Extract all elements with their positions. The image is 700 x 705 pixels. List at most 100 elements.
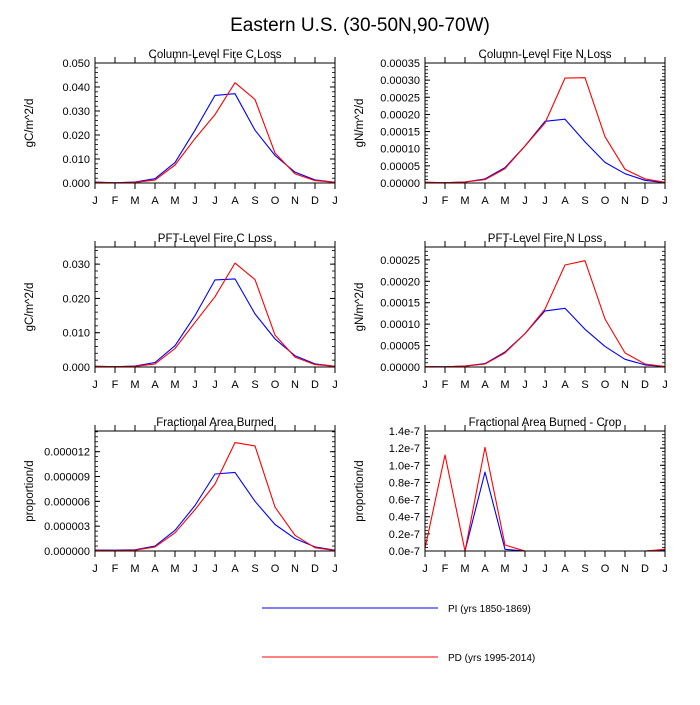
plot-frame	[94, 246, 336, 368]
chart-panel-3: PFT-Level Fire C Loss gC/m^2/d 0.000 0.010 0…	[24, 233, 338, 391]
plot-frame	[94, 62, 336, 184]
series-line-pi	[424, 118, 666, 184]
x-tick-label: M	[460, 379, 469, 391]
x-tick-label: J	[332, 563, 338, 575]
x-tick-label: D	[641, 563, 649, 575]
y-tick-label: 0.040	[62, 82, 90, 94]
x-tick-label: S	[581, 563, 588, 575]
x-tick-label: J	[192, 379, 198, 391]
x-tick-label: O	[271, 195, 280, 207]
y-tick-label: 0.010	[62, 154, 90, 166]
x-tick-label: M	[500, 379, 509, 391]
plot-frame	[94, 430, 336, 552]
series-line-pd	[94, 442, 336, 552]
x-tick-label: J	[212, 379, 218, 391]
x-tick-label: J	[522, 563, 528, 575]
x-tick-label: J	[522, 379, 528, 391]
x-tick-label: A	[151, 379, 159, 391]
x-tick-label: D	[311, 379, 319, 391]
y-tick-label: 1.0e-7	[389, 460, 420, 472]
y-tick-label: 0.030	[62, 259, 90, 271]
x-tick-label: M	[500, 195, 509, 207]
x-tick-label: O	[601, 563, 610, 575]
x-tick-label: N	[621, 563, 629, 575]
x-tick-label: J	[542, 563, 548, 575]
x-tick-label: A	[561, 563, 569, 575]
y-tick-label: 1.2e-7	[389, 443, 420, 455]
y-tick-label: 0.000006	[44, 496, 90, 508]
y-tick-label: 0.000012	[44, 447, 90, 459]
x-tick-label: J	[212, 563, 218, 575]
chart-title: PFT-Level Fire C Loss	[158, 233, 273, 245]
x-tick-label: S	[581, 379, 588, 391]
chart-panel-1: Column-Level Fire C Loss gC/m^2/d 0.000 0.0…	[24, 49, 338, 207]
x-tick-label: A	[481, 379, 489, 391]
x-tick-label: J	[332, 379, 338, 391]
x-tick-label: J	[662, 563, 668, 575]
y-tick-label: 0.4e-7	[389, 512, 420, 524]
x-tick-label: D	[311, 195, 319, 207]
x-tick-label: O	[601, 379, 610, 391]
x-tick-label: F	[112, 379, 119, 391]
series-line-pd	[424, 446, 666, 552]
x-tick-label: M	[170, 563, 179, 575]
y-tick-label: 0.030	[62, 106, 90, 118]
y-axis-label: proportion/d	[354, 460, 366, 521]
y-tick-label: 0.00020	[380, 109, 420, 121]
x-tick-label: J	[192, 563, 198, 575]
y-tick-label: 0.6e-7	[389, 495, 420, 507]
series-line-pd	[424, 260, 666, 368]
x-tick-label: N	[291, 379, 299, 391]
y-tick-label: 0.00025	[380, 255, 420, 267]
y-axis-label: gN/m^2/d	[354, 283, 366, 332]
x-tick-label: J	[92, 379, 98, 391]
y-tick-label: 0.000	[62, 362, 90, 374]
x-tick-label: J	[542, 195, 548, 207]
y-tick-label: 0.050	[62, 58, 90, 70]
y-tick-label: 0.0e-7	[389, 546, 420, 558]
x-tick-label: O	[271, 563, 280, 575]
series-line-pi	[424, 307, 666, 368]
y-tick-label: 0.00035	[380, 58, 420, 70]
figure-title: Eastern U.S. (30-50N,90-70W)	[230, 15, 490, 36]
y-axis-label: gN/m^2/d	[354, 99, 366, 148]
x-tick-label: A	[151, 195, 159, 207]
legend-label: PD (yrs 1995-2014)	[448, 653, 535, 664]
series-line-pd	[94, 82, 336, 184]
x-tick-label: J	[212, 195, 218, 207]
y-tick-label: 0.00010	[380, 319, 420, 331]
x-tick-label: M	[130, 195, 139, 207]
y-tick-label: 0.00005	[380, 341, 420, 353]
x-tick-label: F	[442, 195, 449, 207]
x-tick-label: F	[112, 195, 119, 207]
x-tick-label: F	[442, 563, 449, 575]
x-tick-label: M	[170, 195, 179, 207]
x-tick-label: D	[641, 379, 649, 391]
plot-frame	[424, 246, 666, 368]
y-tick-label: 0.00000	[380, 178, 420, 190]
x-tick-label: O	[271, 379, 280, 391]
series-line-pi	[425, 471, 666, 552]
x-tick-label: N	[291, 195, 299, 207]
x-tick-label: J	[92, 563, 98, 575]
x-tick-label: S	[581, 195, 588, 207]
y-tick-label: 0.2e-7	[389, 529, 420, 541]
x-tick-label: A	[561, 379, 569, 391]
y-tick-label: 0.00015	[380, 127, 420, 139]
y-tick-label: 0.000009	[44, 472, 90, 484]
x-tick-label: N	[621, 195, 629, 207]
x-tick-label: J	[332, 195, 338, 207]
x-tick-label: M	[460, 563, 469, 575]
chart-title: Fractional Area Burned - Crop	[469, 417, 622, 429]
chart-title: Column-Level Fire N Loss	[479, 49, 612, 61]
legend-label: PI (yrs 1850-1869)	[448, 604, 531, 615]
chart-panel-2: Column-Level Fire N Loss gN/m^2/d 0.00000 0…	[354, 49, 668, 207]
y-tick-label: 1.4e-7	[389, 426, 420, 438]
plot-frame	[424, 430, 666, 552]
x-tick-label: A	[231, 379, 239, 391]
x-tick-label: D	[311, 563, 319, 575]
y-tick-label: 0.020	[62, 130, 90, 142]
x-tick-label: J	[542, 379, 548, 391]
x-tick-label: A	[231, 195, 239, 207]
y-tick-label: 0.010	[62, 328, 90, 340]
